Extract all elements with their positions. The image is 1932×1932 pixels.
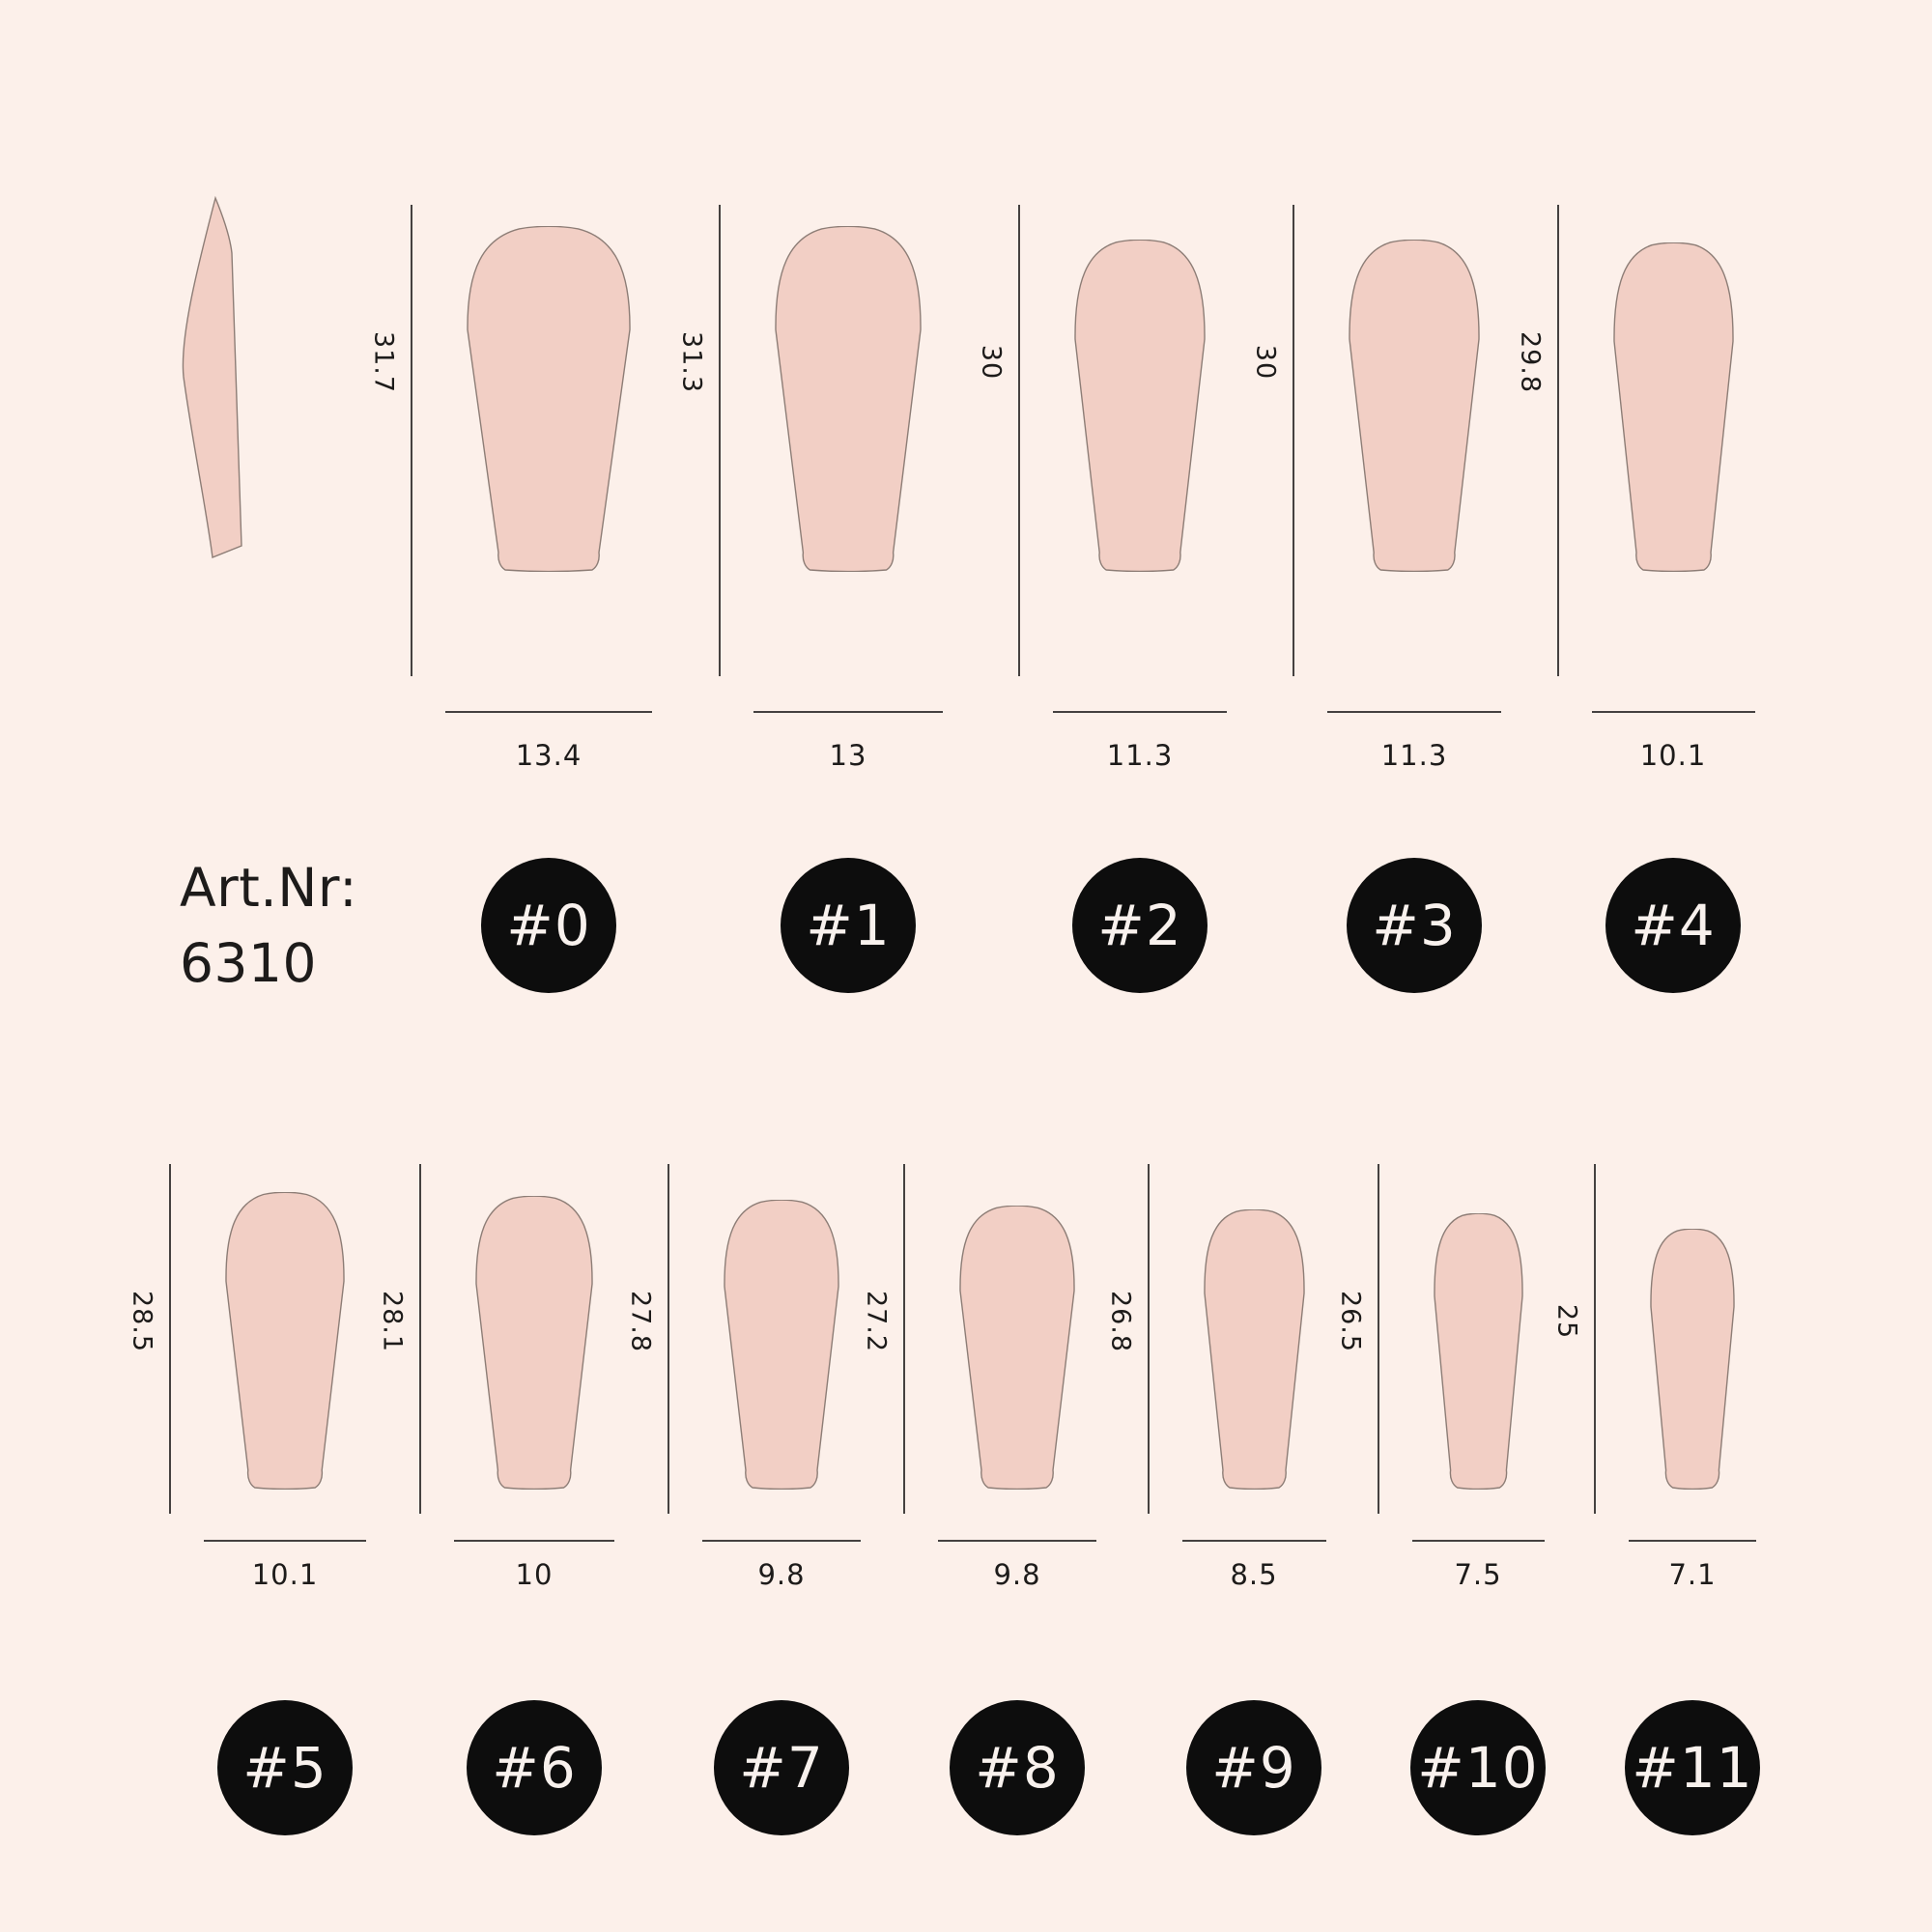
height-label-5: 28.5: [127, 1290, 157, 1353]
height-line-0: [411, 205, 412, 676]
width-line-3: [1327, 711, 1501, 713]
side-profile-nail-shape: [182, 195, 242, 558]
width-label-7: 9.8: [757, 1558, 806, 1591]
width-label-10: 7.5: [1454, 1558, 1502, 1591]
height-line-1: [719, 205, 721, 676]
width-line-10: [1412, 1540, 1545, 1542]
height-line-10: [1378, 1164, 1379, 1514]
size-badge-8: #8: [950, 1700, 1085, 1835]
width-label-4: 10.1: [1639, 739, 1707, 772]
width-label-3: 11.3: [1380, 739, 1448, 772]
height-line-8: [903, 1164, 905, 1514]
width-line-4: [1592, 711, 1755, 713]
size-badge-11: #11: [1625, 1700, 1760, 1835]
width-line-11: [1629, 1540, 1756, 1542]
width-label-2: 11.3: [1106, 739, 1174, 772]
nail-shape-8: [959, 1206, 1075, 1490]
nail-shape-0: [467, 226, 631, 572]
width-line-5: [204, 1540, 366, 1542]
height-label-11: 25: [1551, 1303, 1582, 1340]
height-line-5: [169, 1164, 171, 1514]
width-line-9: [1182, 1540, 1326, 1542]
height-label-6: 28.1: [377, 1290, 408, 1353]
height-label-1: 31.3: [676, 330, 707, 394]
size-badge-1: #1: [781, 858, 916, 993]
width-label-9: 8.5: [1230, 1558, 1278, 1591]
height-line-4: [1557, 205, 1559, 676]
article-number-label: Art.Nr:: [180, 857, 358, 919]
size-badge-7: #7: [714, 1700, 849, 1835]
size-badge-0: #0: [481, 858, 616, 993]
article-number: Art.Nr: 6310: [180, 850, 357, 1001]
nail-shape-4: [1613, 242, 1734, 572]
height-label-10: 26.5: [1335, 1290, 1366, 1353]
height-label-0: 31.7: [368, 330, 399, 394]
height-label-7: 27.8: [625, 1290, 656, 1353]
width-line-8: [938, 1540, 1096, 1542]
size-badge-2: #2: [1072, 858, 1208, 993]
nail-shape-11: [1650, 1229, 1735, 1490]
nail-shape-10: [1434, 1213, 1523, 1490]
height-line-6: [419, 1164, 421, 1514]
width-label-8: 9.8: [993, 1558, 1041, 1591]
width-label-1: 13: [829, 739, 867, 772]
width-label-6: 10: [515, 1558, 554, 1591]
nail-shape-5: [225, 1192, 345, 1490]
height-label-4: 29.8: [1515, 330, 1546, 394]
size-badge-4: #4: [1605, 858, 1741, 993]
height-line-9: [1148, 1164, 1150, 1514]
size-badge-3: #3: [1347, 858, 1482, 993]
height-line-7: [668, 1164, 669, 1514]
height-label-2: 30: [976, 344, 1007, 381]
nail-shape-6: [475, 1196, 593, 1490]
width-line-0: [445, 711, 652, 713]
width-label-11: 7.1: [1668, 1558, 1717, 1591]
width-line-1: [753, 711, 943, 713]
height-line-2: [1018, 205, 1020, 676]
size-badge-5: #5: [217, 1700, 353, 1835]
article-number-value: 6310: [180, 932, 317, 995]
width-label-0: 13.4: [515, 739, 582, 772]
width-line-7: [702, 1540, 861, 1542]
nail-shape-2: [1074, 240, 1206, 572]
height-line-11: [1594, 1164, 1596, 1514]
nail-shape-3: [1349, 240, 1480, 572]
size-badge-10: #10: [1410, 1700, 1546, 1835]
height-label-9: 26.8: [1105, 1290, 1136, 1353]
height-label-8: 27.2: [861, 1290, 892, 1353]
nail-shape-7: [724, 1200, 839, 1490]
nail-shape-9: [1204, 1209, 1305, 1490]
size-badge-6: #6: [467, 1700, 602, 1835]
width-line-2: [1053, 711, 1227, 713]
size-badge-9: #9: [1186, 1700, 1321, 1835]
nail-shape-1: [775, 226, 922, 572]
width-label-5: 10.1: [251, 1558, 319, 1591]
width-line-6: [454, 1540, 614, 1542]
height-label-3: 30: [1250, 344, 1281, 381]
height-line-3: [1293, 205, 1294, 676]
